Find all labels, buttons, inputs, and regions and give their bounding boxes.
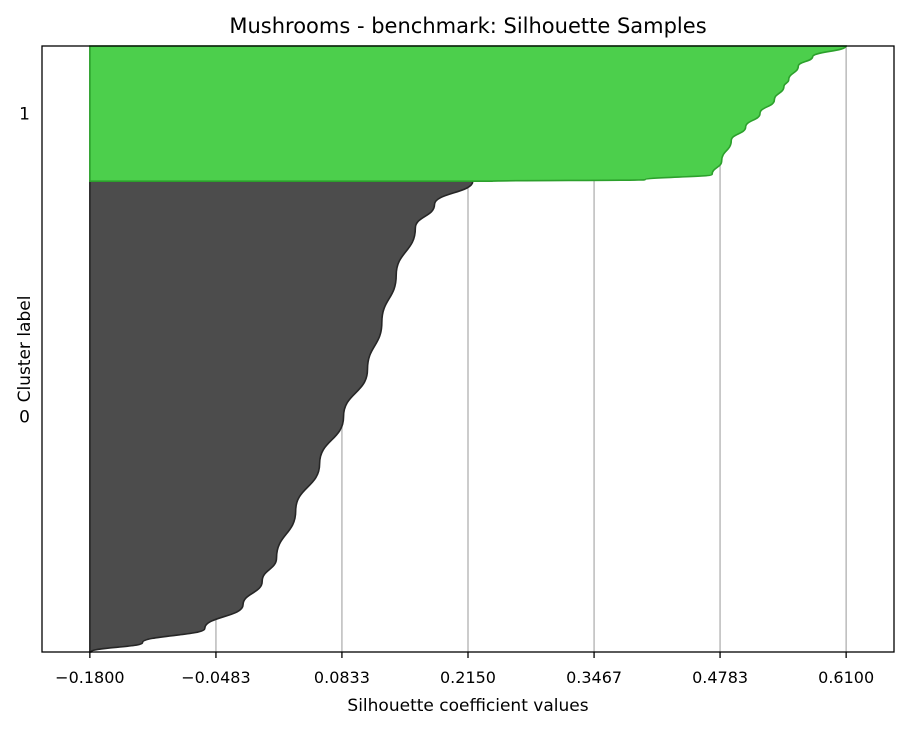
- cluster-1-area: [89, 45, 847, 182]
- x-axis-ticks: −0.1800 −0.0483 0.0833 0.2150 0.3467 0.4783 0.…: [55, 652, 874, 687]
- y-axis-ticks: 01: [19, 105, 30, 428]
- y-axis-label: Cluster label: [15, 296, 35, 403]
- x-tick-label: 0.0833: [314, 668, 370, 687]
- cluster-0-label: 0: [19, 408, 30, 428]
- chart-title: Mushrooms - benchmark: Silhouette Sample…: [229, 14, 706, 38]
- x-axis-label: Silhouette coefficient values: [347, 696, 588, 716]
- cluster-areas: [89, 45, 847, 653]
- x-tick-label: −0.0483: [181, 668, 250, 687]
- x-tick-label: 0.3467: [566, 668, 622, 687]
- cluster-1-label: 1: [19, 105, 30, 125]
- x-tick-label: 0.6100: [818, 668, 874, 687]
- x-tick-label: 0.4783: [692, 668, 748, 687]
- x-tick-label: 0.2150: [440, 668, 496, 687]
- cluster-0-area: [89, 180, 474, 653]
- x-tick-label: −0.1800: [55, 668, 124, 687]
